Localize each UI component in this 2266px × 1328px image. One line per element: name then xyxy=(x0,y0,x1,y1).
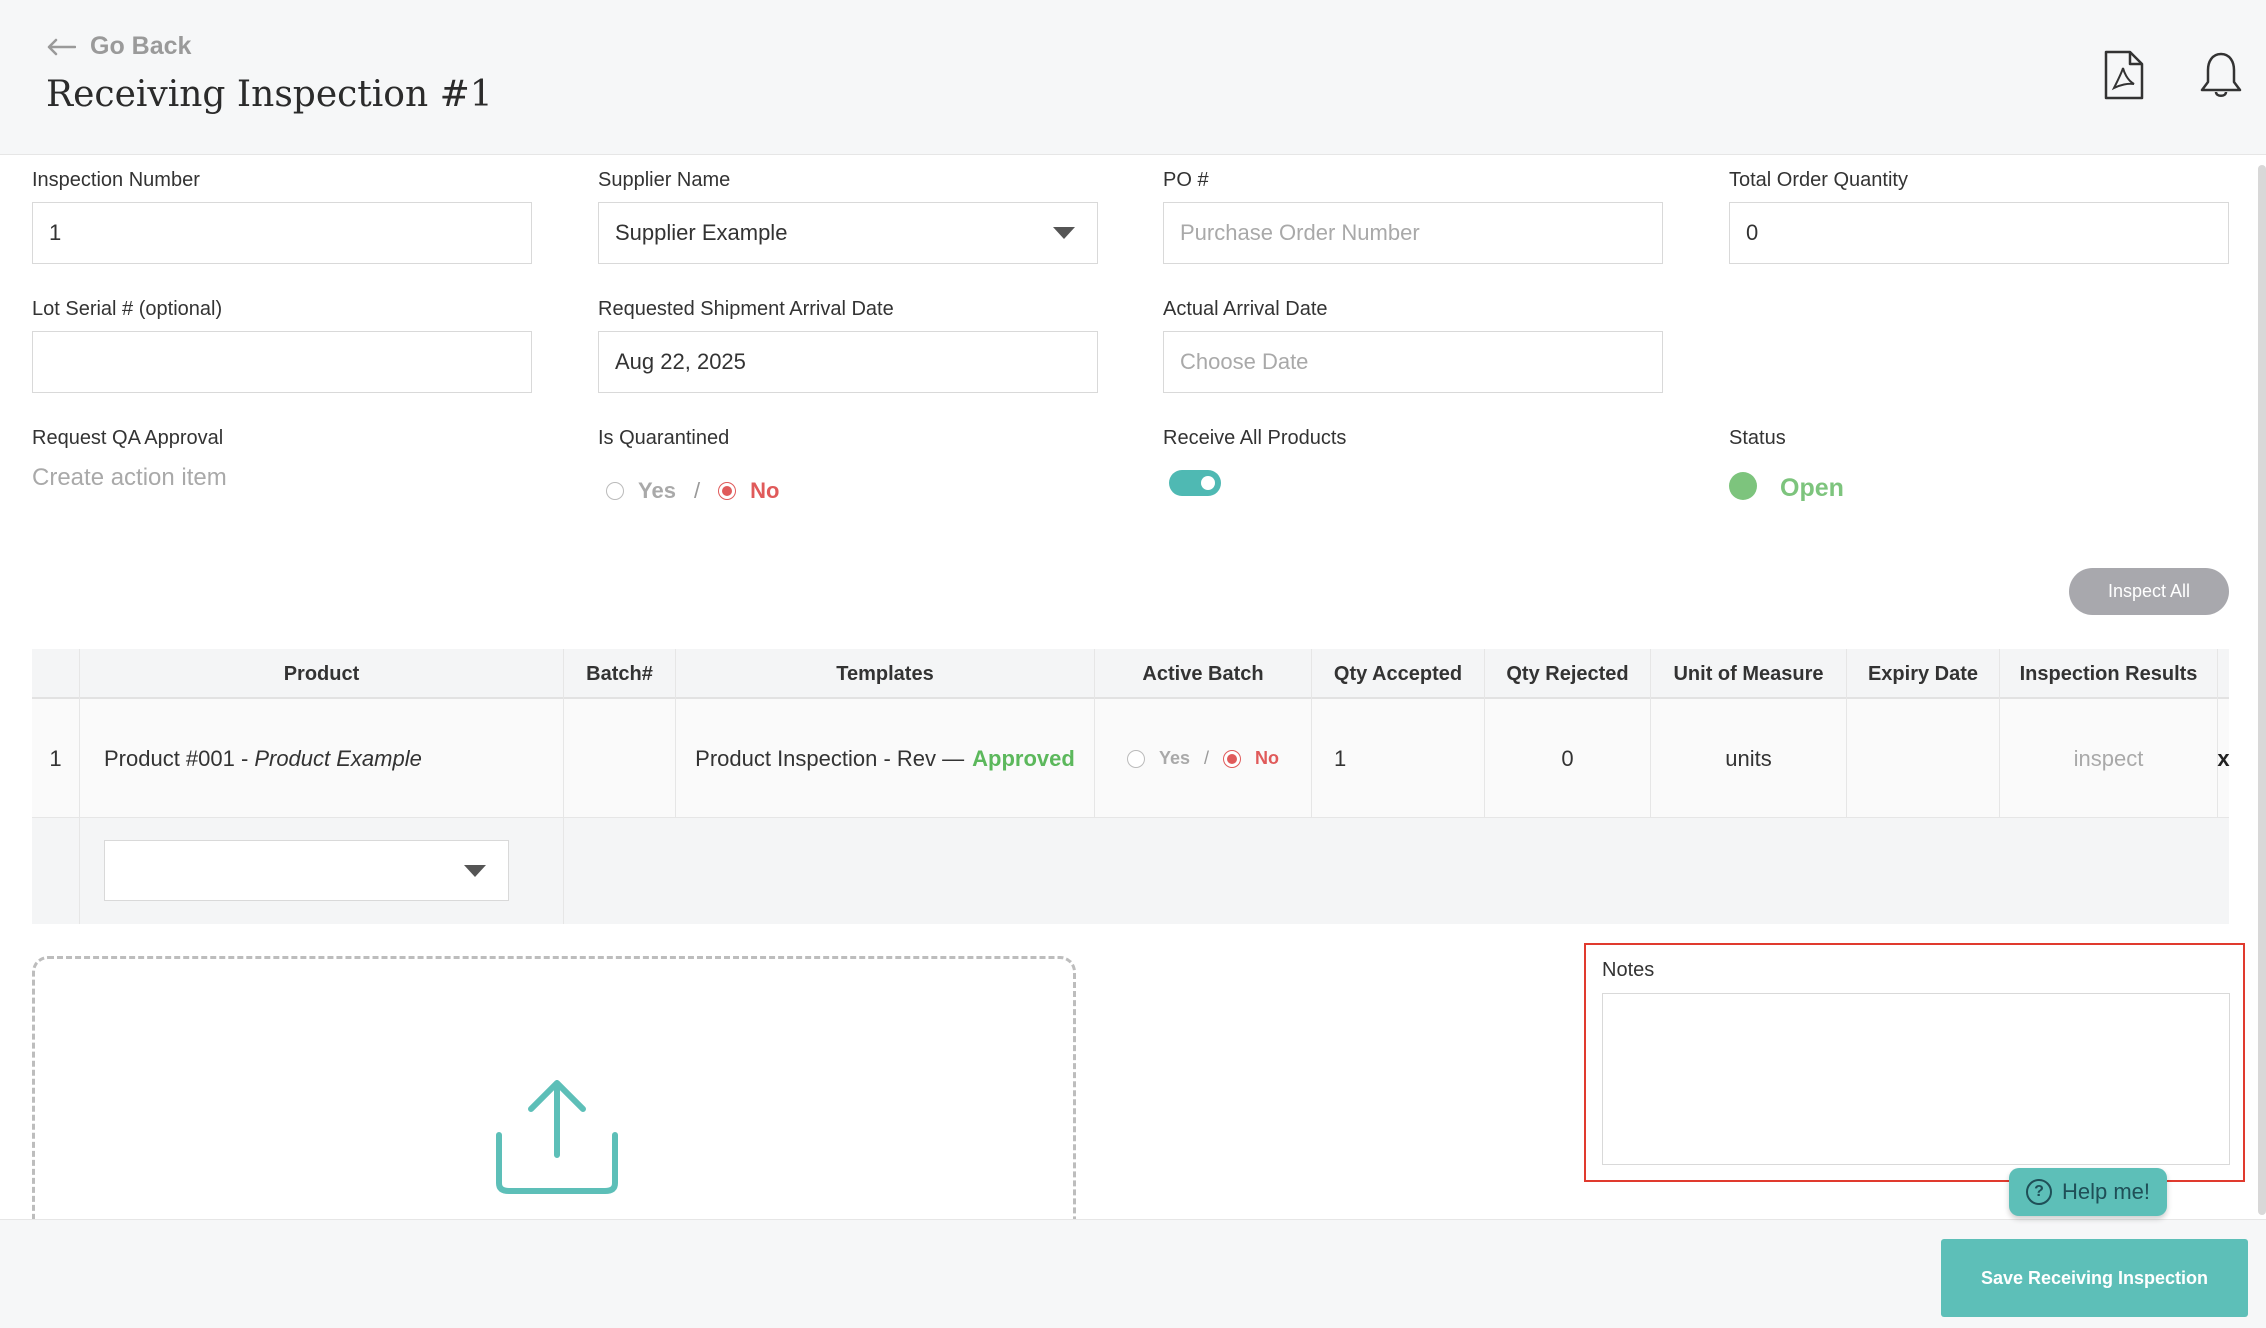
table-header: Product Batch# Templates Active Batch Qt… xyxy=(32,649,2229,699)
notes-textarea[interactable] xyxy=(1602,993,2230,1165)
supplier-name-select[interactable]: Supplier Example xyxy=(598,202,1098,264)
chevron-down-icon xyxy=(464,865,486,877)
help-icon: ? xyxy=(2025,1179,2052,1205)
total-order-quantity-input[interactable]: 0 xyxy=(1729,202,2229,264)
vertical-scrollbar[interactable] xyxy=(2258,165,2266,1215)
supplier-name-label: Supplier Name xyxy=(598,169,731,191)
active-batch-cell: Yes / No xyxy=(1095,699,1312,818)
column-header-batch: Batch# xyxy=(564,649,676,699)
requested-arrival-label: Requested Shipment Arrival Date xyxy=(598,298,894,320)
request-qa-label: Request QA Approval xyxy=(32,427,224,449)
save-receiving-inspection-button[interactable]: Save Receiving Inspection xyxy=(1941,1239,2248,1317)
radio-separator: / xyxy=(693,478,701,503)
actual-arrival-input[interactable]: Choose Date xyxy=(1163,331,1663,393)
qty-accepted-cell[interactable]: 1 xyxy=(1312,699,1485,818)
table-row: 1 Product #001 - Product Example Product… xyxy=(32,699,2230,818)
add-row-product-cell xyxy=(80,818,564,924)
page-title: Receiving Inspection #1 xyxy=(46,74,493,115)
notes-section: Notes xyxy=(1584,943,2245,1182)
go-back-link[interactable]: Go Back xyxy=(46,32,191,61)
close-icon: x xyxy=(2217,745,2230,771)
column-header-index xyxy=(32,649,80,699)
actual-arrival-label: Actual Arrival Date xyxy=(1163,298,1328,320)
quarantined-radio-group: Yes / No xyxy=(606,478,779,504)
requested-arrival-input[interactable]: Aug 22, 2025 xyxy=(598,331,1098,393)
template-name: Product Inspection - Rev — xyxy=(695,745,965,771)
batch-cell[interactable] xyxy=(564,699,676,818)
radio-separator: / xyxy=(1204,748,1210,768)
go-back-label: Go Back xyxy=(90,32,192,60)
template-cell[interactable]: Product Inspection - Rev — Approved xyxy=(676,699,1095,818)
product-cell[interactable]: Product #001 - Product Example xyxy=(80,699,564,818)
expiry-cell[interactable] xyxy=(1847,699,2000,818)
page-footer xyxy=(0,1219,2266,1328)
template-status: Approved xyxy=(972,745,1075,771)
add-product-row xyxy=(32,818,2229,924)
column-header-unit: Unit of Measure xyxy=(1651,649,1847,699)
status-indicator-dot xyxy=(1729,472,1757,500)
active-batch-yes-label: Yes xyxy=(1158,748,1191,768)
inspection-number-label: Inspection Number xyxy=(32,169,200,191)
unit-cell: units xyxy=(1651,699,1847,818)
add-row-index-cell xyxy=(32,818,80,924)
chevron-down-icon xyxy=(1053,227,1075,239)
product-code: Product #001 - xyxy=(104,745,249,771)
column-header-product: Product xyxy=(80,649,564,699)
add-product-select[interactable] xyxy=(104,840,509,901)
total-order-quantity-label: Total Order Quantity xyxy=(1729,169,1908,191)
active-batch-no-radio[interactable] xyxy=(1223,749,1242,768)
active-batch-yes-radio[interactable] xyxy=(1126,749,1145,768)
help-button[interactable]: ? Help me! xyxy=(2009,1168,2167,1216)
supplier-name-value: Supplier Example xyxy=(615,220,788,245)
column-header-templates: Templates xyxy=(676,649,1095,699)
column-header-inspection-results: Inspection Results xyxy=(2000,649,2218,699)
inspection-number-input[interactable]: 1 xyxy=(32,202,532,264)
receive-all-label: Receive All Products xyxy=(1163,427,1347,449)
quarantined-yes-radio[interactable] xyxy=(606,482,624,500)
quarantined-no-label: No xyxy=(750,478,780,503)
lot-serial-label: Lot Serial # (optional) xyxy=(32,298,223,320)
notes-label: Notes xyxy=(1602,959,1655,981)
column-header-qty-rejected: Qty Rejected xyxy=(1485,649,1651,699)
upload-icon xyxy=(496,1080,618,1194)
lot-serial-input[interactable] xyxy=(32,331,532,393)
quarantined-label: Is Quarantined xyxy=(598,427,730,449)
qty-rejected-cell[interactable]: 0 xyxy=(1485,699,1651,818)
receive-all-toggle[interactable] xyxy=(1169,470,1221,496)
file-upload-dropzone[interactable] xyxy=(32,956,1076,1256)
column-header-qty-accepted: Qty Accepted xyxy=(1312,649,1485,699)
row-index: 1 xyxy=(32,699,80,818)
product-name: Product Example xyxy=(254,745,422,771)
status-label: Status xyxy=(1729,427,1786,449)
column-header-active-batch: Active Batch xyxy=(1095,649,1312,699)
inspect-all-button[interactable]: Inspect All xyxy=(2069,568,2229,615)
column-header-expiry: Expiry Date xyxy=(1847,649,2000,699)
quarantined-no-radio[interactable] xyxy=(718,482,737,500)
pdf-icon[interactable] xyxy=(2100,50,2146,100)
page-header: Go Back Receiving Inspection #1 xyxy=(0,0,2266,155)
quarantined-yes-label: Yes xyxy=(638,478,676,503)
help-label: Help me! xyxy=(2061,1179,2151,1204)
create-action-item-link[interactable]: Create action item xyxy=(32,464,227,491)
remove-row-button[interactable]: x xyxy=(2217,699,2230,818)
po-number-label: PO # xyxy=(1163,169,1209,191)
status-value: Open xyxy=(1780,474,1844,502)
arrow-left-icon xyxy=(47,38,76,55)
active-batch-no-label: No xyxy=(1255,748,1280,768)
po-number-input[interactable]: Purchase Order Number xyxy=(1163,202,1663,264)
bell-icon[interactable] xyxy=(2198,50,2244,100)
inspect-link[interactable]: inspect xyxy=(2000,699,2218,818)
